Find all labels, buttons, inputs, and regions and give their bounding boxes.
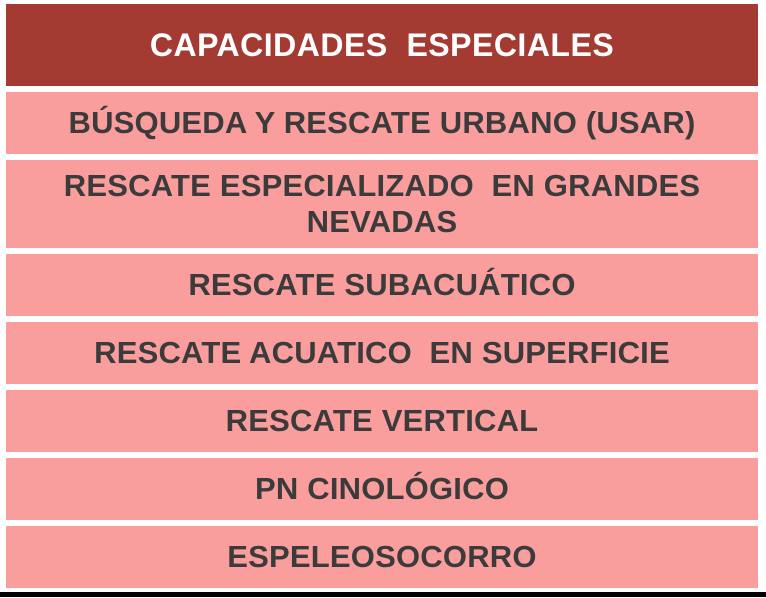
table-row-label: RESCATE ACUATICO EN SUPERFICIE [94,335,670,370]
table-row: BÚSQUEDA Y RESCATE URBANO (USAR) [6,92,758,154]
table-row-label: ESPELEOSOCORRO [227,539,537,574]
table-header: CAPACIDADES ESPECIALES [6,4,758,86]
table-row-label: RESCATE SUBACUÁTICO [188,267,576,302]
capabilities-table: CAPACIDADES ESPECIALES BÚSQUEDA Y RESCAT… [6,4,758,588]
table-row-label: RESCATE VERTICAL [225,403,539,438]
table-row: PN CINOLÓGICO [6,458,758,520]
table-row-label: BÚSQUEDA Y RESCATE URBANO (USAR) [68,105,696,140]
table-row: RESCATE VERTICAL [6,390,758,452]
table-row: ESPELEOSOCORRO [6,526,758,588]
table-row: RESCATE SUBACUÁTICO [6,254,758,316]
bottom-edge-bar [0,592,766,597]
table-row-label: PN CINOLÓGICO [254,471,510,506]
table-row: RESCATE ACUATICO EN SUPERFICIE [6,322,758,384]
table-row: RESCATE ESPECIALIZADO EN GRANDES NEVADAS [6,160,758,248]
table-header-label: CAPACIDADES ESPECIALES [149,26,615,63]
table-row-label: RESCATE ESPECIALIZADO EN GRANDES NEVADAS [63,168,710,239]
